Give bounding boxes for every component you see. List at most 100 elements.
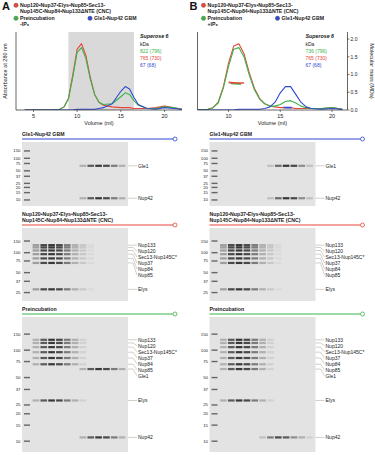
band	[236, 246, 243, 248]
band	[72, 197, 79, 199]
band-label: Nup42	[326, 195, 341, 201]
band	[33, 246, 40, 248]
y2-tick	[348, 74, 350, 75]
band	[259, 351, 266, 353]
band	[251, 363, 258, 365]
gel-title: Gle1•Nup42 GBM	[210, 131, 252, 137]
band	[56, 351, 63, 353]
marker-label: 50	[203, 375, 208, 380]
y2-tick	[348, 92, 350, 93]
x-tick	[33, 110, 34, 112]
band	[87, 244, 94, 246]
series-line	[198, 48, 343, 110]
band	[228, 436, 235, 438]
y2-tick-label: 1.0	[351, 71, 358, 77]
band	[40, 288, 47, 290]
band	[236, 257, 243, 259]
band	[306, 197, 313, 199]
band	[283, 436, 290, 438]
band	[275, 339, 282, 341]
marker-band	[212, 377, 218, 378]
gel-title-dot	[361, 223, 365, 227]
band	[267, 363, 274, 365]
band	[275, 262, 282, 264]
band	[228, 249, 235, 251]
marker-band	[24, 361, 30, 362]
band	[33, 368, 40, 370]
band	[244, 262, 251, 264]
marker-band	[24, 292, 30, 293]
band	[103, 363, 110, 365]
band	[80, 246, 87, 248]
band	[64, 249, 71, 251]
band-leader	[128, 352, 137, 358]
marker-band	[212, 292, 218, 293]
band-label: Nup85	[326, 272, 341, 278]
mass-table-header: kDa	[306, 41, 315, 47]
band	[306, 249, 313, 251]
band	[251, 165, 258, 167]
y2-tick	[348, 56, 350, 57]
series-line	[198, 87, 343, 110]
x-axis-title: Volume (ml)	[84, 120, 114, 126]
band	[236, 288, 243, 290]
band	[119, 436, 126, 438]
band	[236, 197, 243, 199]
band	[236, 436, 243, 438]
x-tick-label: 10	[225, 113, 231, 119]
band-leader	[316, 254, 325, 263]
band	[56, 436, 63, 438]
band	[103, 246, 110, 248]
band	[33, 399, 40, 401]
band	[72, 346, 79, 348]
band	[283, 368, 290, 370]
x-axis	[198, 110, 348, 111]
band	[267, 262, 274, 264]
band	[103, 357, 110, 359]
marker-label: 100	[13, 348, 21, 353]
band	[56, 346, 63, 348]
band	[103, 339, 110, 341]
band	[267, 351, 274, 353]
band	[56, 253, 63, 255]
x-tick	[120, 110, 121, 112]
band	[80, 244, 87, 246]
band	[291, 257, 298, 259]
band	[80, 257, 87, 259]
legend-swatch	[14, 3, 18, 7]
marker-label: 37	[16, 174, 21, 179]
band	[306, 244, 313, 246]
band	[119, 339, 126, 341]
gel	[22, 142, 128, 206]
band	[64, 288, 71, 290]
band	[259, 342, 266, 344]
column-label: Superose 6	[140, 33, 169, 39]
mass-trace	[283, 107, 291, 109]
gel-title: Preincubation	[22, 306, 57, 312]
band	[111, 436, 118, 438]
marker-band	[212, 158, 218, 159]
x-tick-label: 10	[74, 113, 80, 119]
band	[251, 253, 258, 255]
marker-band	[212, 333, 218, 334]
band	[283, 351, 290, 353]
band	[275, 342, 282, 344]
legend-label: Nup120•Nup37•Elys•Nup85•Sec13-Nup145C•Nu…	[20, 2, 111, 14]
band	[72, 257, 79, 259]
band	[275, 357, 282, 359]
band	[56, 262, 63, 264]
band	[80, 197, 87, 199]
band	[103, 342, 110, 344]
band	[103, 249, 110, 251]
band-leader	[316, 358, 325, 364]
band	[244, 346, 251, 348]
band	[228, 363, 235, 365]
band	[306, 357, 313, 359]
marker-label: 37	[16, 279, 21, 284]
band	[80, 342, 87, 344]
band	[64, 244, 71, 246]
marker-band	[24, 440, 30, 441]
legend-label: Nup120•Nup37•Elys•Nup85•Sec13-Nup145C•Nu…	[208, 2, 299, 14]
band	[220, 244, 227, 246]
x-tick	[164, 110, 165, 112]
